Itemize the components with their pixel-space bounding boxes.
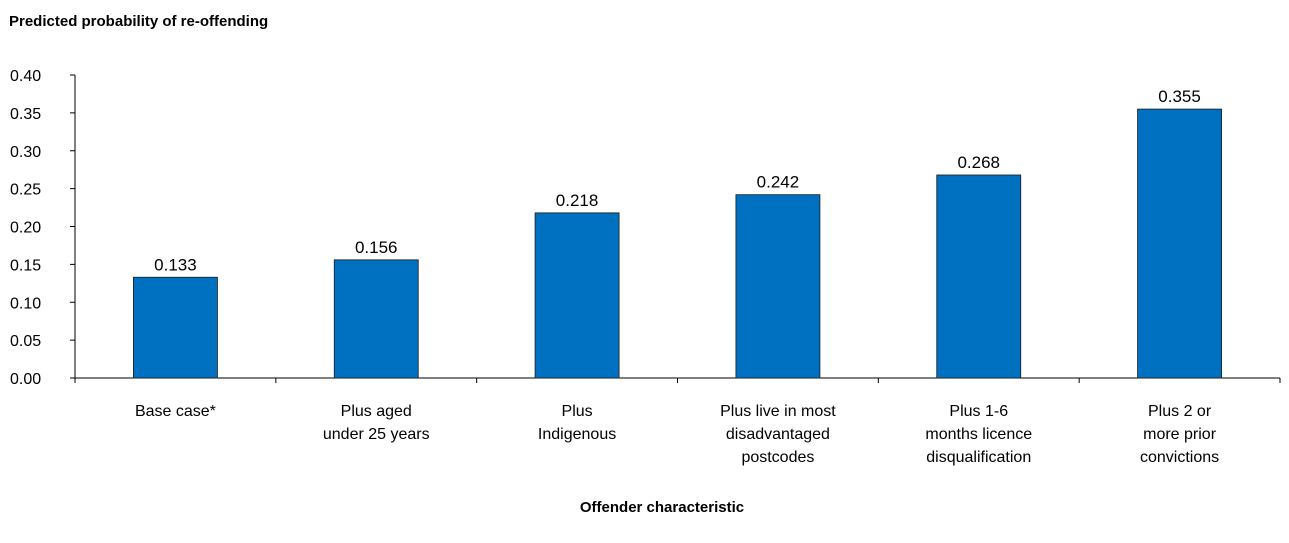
data-labels: 0.133 0.156 0.218 0.242 0.268 0.355 bbox=[154, 87, 1201, 274]
y-tick-label: 0.25 bbox=[10, 182, 41, 199]
x-axis-title: Offender characteristic bbox=[580, 499, 744, 516]
bar bbox=[534, 212, 620, 379]
x-axis-categories: Base case* Plus aged under 25 years Plus Ind… bbox=[74, 378, 1281, 466]
y-tick-label: 0.05 bbox=[10, 333, 41, 350]
bar-value-label: 0.133 bbox=[154, 255, 197, 274]
bar bbox=[333, 259, 419, 379]
x-category-label: Plus 1-6 months licence disqualification bbox=[925, 403, 1032, 466]
bar-value-label: 0.156 bbox=[355, 238, 398, 257]
y-axis-title: Predicted probability of re-offending bbox=[9, 13, 268, 30]
y-tick-label: 0.20 bbox=[10, 220, 41, 237]
bars bbox=[133, 108, 1222, 379]
y-tick-label: 0.10 bbox=[10, 295, 41, 312]
x-category-label: Plus aged under 25 years bbox=[323, 403, 430, 443]
y-tick-label: 0.15 bbox=[10, 257, 41, 274]
bar-value-label: 0.268 bbox=[957, 153, 1000, 172]
bar bbox=[735, 194, 821, 379]
x-category-label: Plus Indigenous bbox=[538, 403, 616, 443]
y-tick-label: 0.40 bbox=[10, 68, 41, 85]
bar bbox=[1137, 108, 1222, 379]
y-tick-label: 0.35 bbox=[10, 106, 41, 123]
x-category-label: Plus 2 or more prior convictions bbox=[1140, 403, 1219, 466]
bar-value-label: 0.218 bbox=[556, 191, 599, 210]
bar-value-label: 0.355 bbox=[1158, 87, 1201, 106]
x-category-label: Base case* bbox=[135, 403, 216, 420]
bar bbox=[936, 174, 1022, 379]
y-tick-label: 0.30 bbox=[10, 144, 41, 161]
bar-value-label: 0.242 bbox=[757, 173, 800, 192]
bar bbox=[133, 276, 218, 379]
y-axis: 0.00 0.05 0.10 0.15 0.20 0.25 0.30 0.35 0.40 bbox=[10, 68, 75, 388]
x-category-label: Plus live in most disadvantaged postcodes bbox=[720, 403, 836, 466]
y-tick-label: 0.00 bbox=[10, 371, 41, 388]
